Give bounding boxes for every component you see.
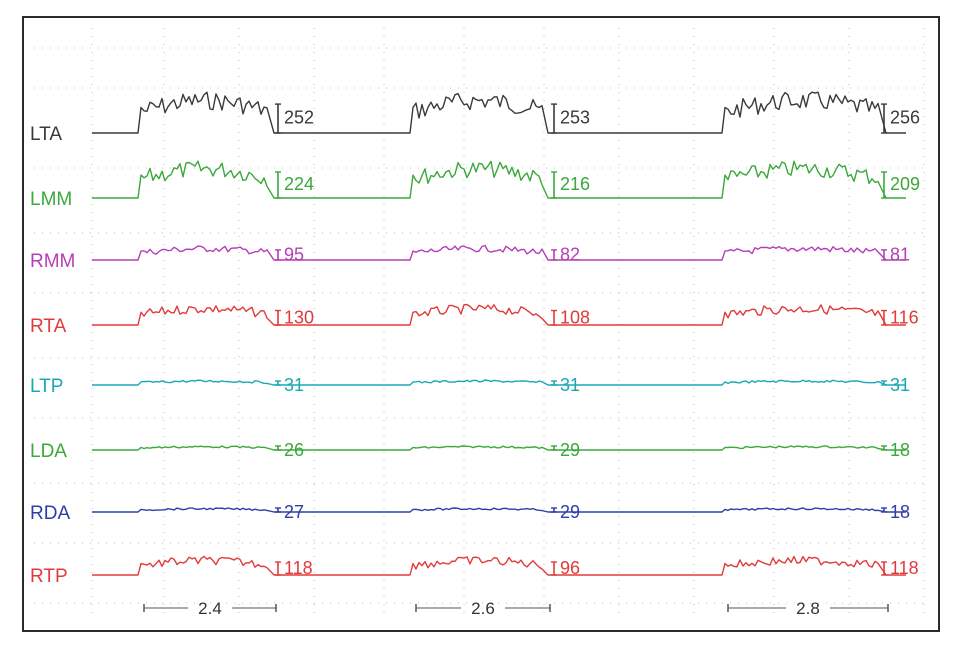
trace-lta <box>92 91 906 134</box>
amplitude-value: 31 <box>284 375 304 395</box>
amplitude-value: 81 <box>890 245 910 265</box>
traces <box>92 91 906 576</box>
amplitude-value: 209 <box>890 174 920 194</box>
channel-label-lda: LDA <box>30 441 67 462</box>
amplitude-value: 256 <box>890 108 920 128</box>
amplitude-value: 224 <box>284 174 314 194</box>
amplitude-value: 27 <box>284 502 304 522</box>
amplitude-value: 108 <box>560 307 590 327</box>
duration-label: 2.4 <box>198 599 222 618</box>
channel-label-rta: RTA <box>30 316 67 337</box>
amplitude-value: 130 <box>284 307 314 327</box>
channel-label-rtp: RTP <box>30 566 68 587</box>
amplitude-value: 29 <box>560 502 580 522</box>
trace-rda <box>92 507 906 513</box>
channel-label-rmm: RMM <box>30 251 75 272</box>
amplitude-labels: 252 253 256 224 216 209 95 82 81 130 108 116 31 31 31 2… <box>275 103 920 578</box>
amplitude-value: 96 <box>560 558 580 578</box>
amplitude-value: 29 <box>560 440 580 460</box>
channel-label-lta: LTA <box>30 124 62 145</box>
trace-lmm <box>92 160 906 199</box>
duration-label: 2.8 <box>796 599 820 618</box>
amplitude-value: 18 <box>890 502 910 522</box>
trace-lda <box>92 445 906 451</box>
emg-chart: LTA LMM RMM RTA LTP LDA RDA RTP 252 253 256 224 216… <box>30 28 928 620</box>
channel-label-ltp: LTP <box>30 376 63 397</box>
amplitude-value: 31 <box>560 375 580 395</box>
amplitude-value: 252 <box>284 108 314 128</box>
amplitude-value: 253 <box>560 108 590 128</box>
channel-labels: LTA LMM RMM RTA LTP LDA RDA RTP <box>30 124 75 587</box>
amplitude-value: 31 <box>890 375 910 395</box>
amplitude-value: 26 <box>284 440 304 460</box>
duration-label: 2.6 <box>471 599 495 618</box>
amplitude-value: 116 <box>890 307 919 327</box>
amplitude-value: 118 <box>284 558 313 578</box>
trace-rmm <box>92 244 906 261</box>
trace-rtp <box>92 555 906 576</box>
chart-frame: LTA LMM RMM RTA LTP LDA RDA RTP 252 253 256 224 216… <box>22 16 940 632</box>
amplitude-value: 216 <box>560 174 590 194</box>
amplitude-value: 18 <box>890 440 910 460</box>
channel-label-lmm: LMM <box>30 189 72 210</box>
trace-rta <box>92 303 906 326</box>
amplitude-value: 82 <box>560 245 580 265</box>
amplitude-value: 118 <box>890 558 919 578</box>
duration-markers: 2.4 2.6 2.8 <box>143 599 889 618</box>
trace-ltp <box>92 379 906 386</box>
amplitude-value: 95 <box>284 245 304 265</box>
grid <box>34 28 928 620</box>
channel-label-rda: RDA <box>30 503 70 524</box>
